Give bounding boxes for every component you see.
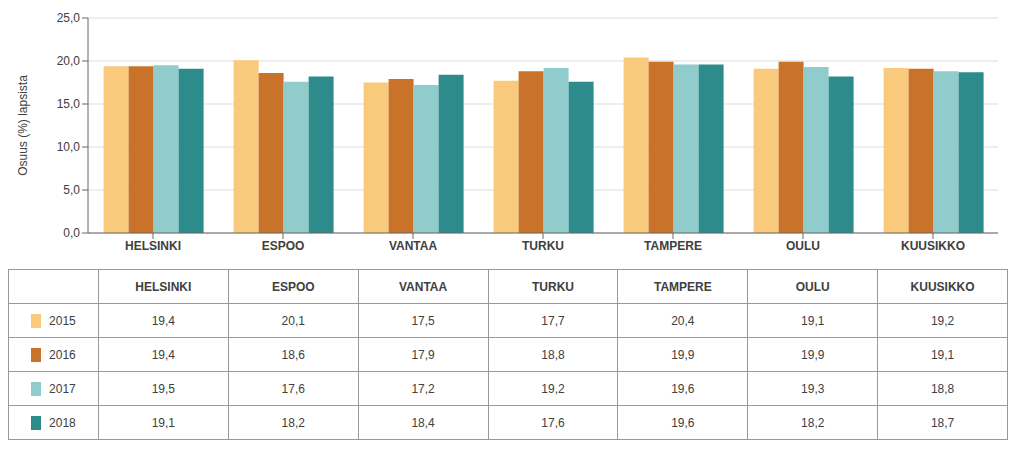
html-text:VANTAA: VANTAA	[399, 279, 448, 294]
html-text:19,6: 19,6	[671, 415, 695, 430]
html-text:19,4: 19,4	[151, 313, 175, 328]
html-text:TURKU: TURKU	[532, 279, 574, 294]
html-text:18,8: 18,8	[930, 381, 955, 396]
html-text:18,6: 18,6	[281, 347, 305, 362]
html-text:17,5: 17,5	[411, 313, 435, 328]
html-text:17,6: 17,6	[281, 381, 305, 396]
svg-text:0,0: 0,0	[63, 226, 80, 240]
html-text:2016: 2016	[49, 347, 76, 362]
svg-text:5,0: 5,0	[63, 183, 80, 197]
html-text:17,2: 17,2	[411, 381, 435, 396]
html-text:19,4: 19,4	[151, 347, 175, 362]
html-text:18,2: 18,2	[281, 415, 305, 430]
html-text:TAMPERE: TAMPERE	[654, 279, 712, 294]
html-text:17,9: 17,9	[411, 347, 435, 362]
svg-text:TURKU: TURKU	[522, 239, 564, 253]
html-text:2015: 2015	[49, 313, 76, 328]
svg-text:ESPOO: ESPOO	[262, 239, 305, 253]
html-text:19,2: 19,2	[541, 381, 565, 396]
html-text:2017: 2017	[49, 381, 76, 396]
html-text:OULU: OULU	[795, 279, 830, 294]
svg-text:TAMPERE: TAMPERE	[644, 239, 702, 253]
html-text:2018: 2018	[49, 415, 76, 430]
html-text:19,3: 19,3	[801, 381, 825, 396]
html-text:18,8: 18,8	[541, 347, 565, 362]
html-text:19,2: 19,2	[930, 313, 955, 328]
svg-text:25,0: 25,0	[57, 11, 81, 25]
html-text:HELSINKI: HELSINKI	[135, 279, 192, 294]
html-text:19,1: 19,1	[151, 415, 175, 430]
svg-text:20,0: 20,0	[57, 54, 81, 68]
svg-text:HELSINKI: HELSINKI	[125, 239, 181, 253]
html-text:20,4: 20,4	[671, 313, 695, 328]
svg-text:OULU: OULU	[786, 239, 820, 253]
html-text:20,1: 20,1	[281, 313, 305, 328]
svg-text:Osuus (%) lapsista: Osuus (%) lapsista	[16, 75, 30, 176]
html-text:19,5: 19,5	[151, 381, 175, 396]
html-text:KUUSIKKO: KUUSIKKO	[910, 279, 975, 294]
html-text:19,1: 19,1	[930, 347, 955, 362]
html-text:19,9: 19,9	[801, 347, 825, 362]
html-text:17,7: 17,7	[541, 313, 565, 328]
html-text:18,7: 18,7	[930, 415, 955, 430]
html-text:18,2: 18,2	[801, 415, 825, 430]
html-text:17,6: 17,6	[541, 415, 565, 430]
html-text:19,9: 19,9	[671, 347, 695, 362]
svg-text:10,0: 10,0	[57, 140, 81, 154]
svg-text:VANTAA: VANTAA	[389, 239, 438, 253]
html-text:18,4: 18,4	[411, 415, 435, 430]
html-text:ESPOO: ESPOO	[271, 279, 315, 294]
html-text:19,1: 19,1	[801, 313, 825, 328]
svg-text:15,0: 15,0	[57, 97, 81, 111]
svg-text:KUUSIKKO: KUUSIKKO	[901, 239, 965, 253]
html-text:19,6: 19,6	[671, 381, 695, 396]
